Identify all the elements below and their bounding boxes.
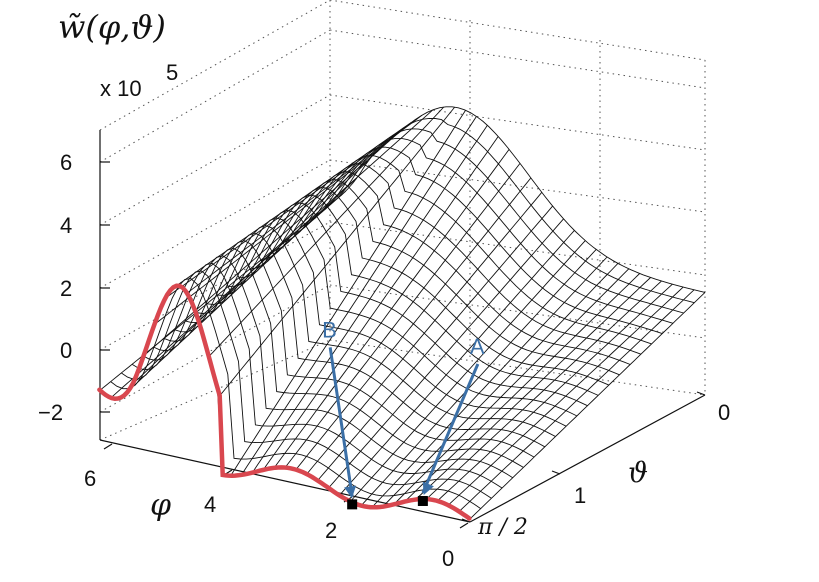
z-tick-2: 2 [60, 276, 72, 301]
mesh-line-theta [110, 278, 481, 509]
mesh-line-theta [281, 155, 652, 345]
mesh-line-theta [249, 179, 620, 376]
z-tick-0: 0 [60, 338, 72, 363]
annotation-arrowhead-B [344, 485, 357, 499]
mesh-line-theta [313, 128, 684, 314]
mesh-line-theta [228, 194, 599, 396]
annotation-arrows: BA [322, 317, 485, 510]
phi-tick-6: 6 [84, 466, 96, 491]
mesh-line-theta [142, 255, 513, 479]
back-grid [99, 0, 706, 441]
theta-tick-pi-half: π / 2 [477, 515, 528, 540]
mesh-line-theta [238, 187, 610, 386]
phi-axis-line [99, 439, 471, 523]
surface-mesh [99, 106, 706, 520]
annotation-label-A: A [470, 334, 485, 359]
annotation-arrowhead-A [422, 481, 434, 495]
theta-tick-0: 0 [718, 400, 730, 425]
mesh-line-theta [206, 210, 577, 417]
annotation-point-A [417, 495, 428, 506]
theta-ticks [461, 391, 706, 523]
z-tick-4: 4 [60, 213, 72, 238]
phi-tick-0: 0 [442, 546, 454, 571]
phi-axis-label: φ [150, 488, 171, 523]
mesh-line-theta [196, 217, 567, 427]
axes [99, 130, 706, 523]
mesh-line-theta [324, 117, 695, 304]
phi-tick-2: 2 [325, 518, 337, 543]
mesh-line-theta [260, 171, 631, 365]
mesh-line-theta [270, 163, 642, 355]
mesh-line-theta [334, 106, 706, 293]
mesh-line-phi [219, 106, 456, 397]
chart-title: w̃(φ,ϑ) [58, 8, 166, 46]
mesh-line-theta [163, 240, 535, 458]
mesh-line-theta [292, 146, 663, 335]
z-exponent: 5 [166, 60, 178, 85]
z-tick-6: 6 [60, 150, 72, 175]
theta-axis-line [469, 394, 706, 523]
z-ticks [100, 161, 110, 413]
z-tick-neg2: −2 [38, 400, 63, 425]
mesh-line-theta [131, 262, 503, 489]
annotation-arrow-B [328, 347, 354, 497]
annotation-label-B: B [322, 317, 337, 342]
theta-tick-1: 1 [574, 483, 586, 508]
mesh-line-theta [302, 137, 674, 324]
highlight-curve [97, 283, 472, 521]
phi-tick-4: 4 [204, 492, 216, 517]
annotation-arrow-A [421, 363, 480, 494]
mesh-line-theta [185, 225, 556, 437]
z-multiplier: x 10 [100, 76, 142, 101]
mesh-line-theta [174, 232, 546, 448]
annotation-point-B [347, 499, 358, 510]
theta-axis-label: ϑ [628, 456, 648, 489]
mesh-line-theta [217, 202, 588, 407]
